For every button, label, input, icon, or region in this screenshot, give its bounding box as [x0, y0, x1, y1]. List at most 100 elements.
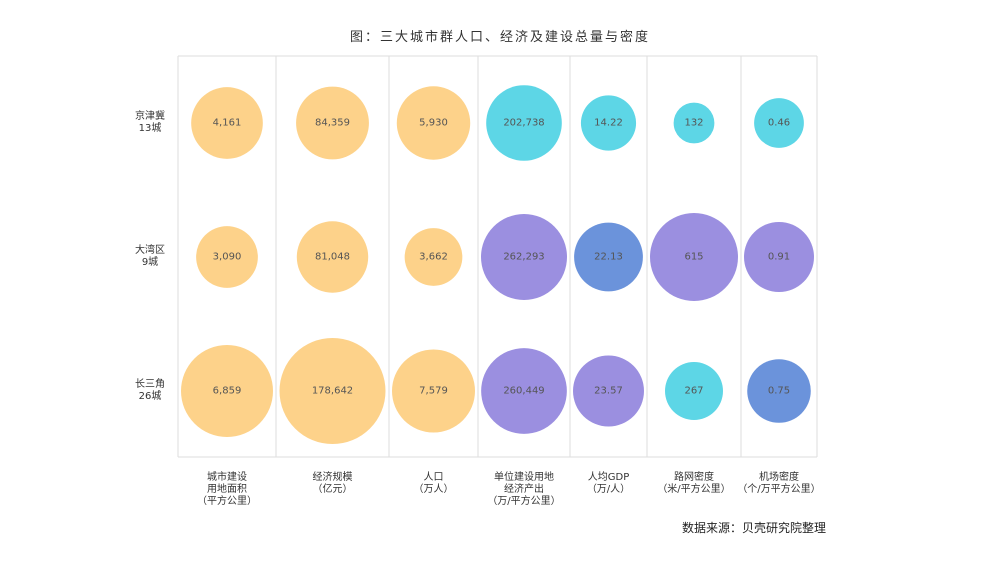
row-label-0: 京津冀 13城	[120, 111, 180, 135]
bubble-circle	[747, 359, 811, 423]
bubble-value-label: 178,642	[312, 386, 353, 397]
bubble-circle	[404, 228, 463, 286]
bubble-value-label: 0.75	[768, 386, 790, 397]
bubble-circle	[296, 221, 369, 293]
bubble-circle	[573, 355, 644, 427]
row-label-name: 大湾区	[135, 245, 165, 256]
bubble-circle	[754, 98, 804, 148]
bubble-r1-c5: 615	[650, 213, 738, 301]
bubble-r2-c6: 0.75	[747, 359, 811, 423]
bubble-r0-c6: 0.46	[754, 98, 804, 148]
column-label-line: 人口	[423, 472, 444, 483]
bubble-r1-c6: 0.91	[744, 222, 814, 292]
column-label-line: 人均GDP	[587, 472, 630, 483]
column-label-3: 单位建设用地 经济产出 （万/平方公里）	[469, 472, 579, 508]
bubble-circle	[650, 213, 738, 301]
row-label-name: 京津冀	[135, 111, 165, 122]
column-label-line: 用地面积	[207, 484, 247, 495]
bubble-value-label: 267	[684, 386, 703, 397]
chart-title: 图：三大城市群人口、经济及建设总量与密度	[349, 30, 650, 45]
column-label-line: 城市建设	[207, 472, 247, 483]
column-label-line: （万/人）	[586, 484, 631, 495]
bubble-value-label: 202,738	[503, 118, 544, 129]
bubble-r0-c1: 84,359	[296, 86, 369, 160]
row-label-1: 大湾区 9城	[120, 245, 180, 269]
bubble-value-label: 5,930	[419, 118, 448, 129]
bubble-r2-c3: 260,449	[481, 348, 567, 434]
bubble-circle	[574, 222, 643, 292]
bubble-r2-c2: 7,579	[392, 349, 475, 433]
column-label-line: 经济规模	[312, 472, 353, 483]
bubble-circle	[396, 86, 471, 160]
column-label-line: （万人）	[413, 484, 454, 495]
column-label-5: 路网密度 （米/平方公里）	[639, 472, 749, 496]
row-label-count: 26城	[138, 391, 162, 402]
bubble-circle	[296, 86, 369, 160]
bubble-value-label: 3,090	[213, 252, 242, 263]
row-label-count: 9城	[141, 257, 159, 268]
bubble-value-label: 22.13	[594, 252, 623, 263]
bubble-circle	[481, 348, 567, 434]
column-label-line: （万/平方公里）	[487, 496, 561, 507]
bubble-circle	[673, 102, 715, 144]
column-label-line: （亿元）	[312, 484, 353, 495]
bubble-r1-c3: 262,293	[481, 214, 567, 300]
bubble-r2-c4: 23.57	[573, 355, 644, 427]
bubble-r1-c0: 3,090	[196, 226, 258, 288]
bubble-circle	[665, 362, 723, 420]
bubble-value-label: 3,662	[419, 252, 448, 263]
bubble-r0-c3: 202,738	[486, 85, 562, 161]
bubble-value-label: 4,161	[213, 118, 242, 129]
bubble-r0-c4: 14.22	[580, 95, 637, 151]
bubble-circle	[486, 85, 562, 161]
bubble-value-label: 132	[684, 118, 703, 129]
column-label-6: 机场密度 （个/万平方公里）	[724, 472, 834, 496]
bubble-r0-c2: 5,930	[396, 86, 471, 160]
bubble-circle	[580, 95, 637, 151]
column-label-1: 经济规模 （亿元）	[278, 472, 388, 496]
column-label-line: （平方公里）	[197, 496, 257, 507]
bubble-r0-c0: 4,161	[191, 87, 263, 159]
column-label-4: 人均GDP （万/人）	[554, 472, 664, 496]
bubble-value-label: 14.22	[594, 118, 623, 129]
bubble-value-label: 7,579	[419, 386, 448, 397]
bubble-r2-c1: 178,642	[279, 338, 386, 444]
row-label-2: 长三角 26城	[120, 379, 180, 403]
column-label-line: 机场密度	[759, 472, 799, 483]
column-label-line: （个/万平方公里）	[737, 484, 821, 495]
bubble-circle	[481, 214, 567, 300]
bubble-r1-c1: 81,048	[296, 221, 369, 293]
bubble-circle	[191, 87, 263, 159]
bubble-value-label: 260,449	[503, 386, 544, 397]
bubble-r2-c0: 6,859	[181, 345, 273, 437]
bubble-r1-c2: 3,662	[404, 228, 463, 286]
bubble-value-label: 262,293	[503, 252, 544, 263]
bubble-value-label: 6,859	[213, 386, 242, 397]
bubble-circle	[196, 226, 258, 288]
column-label-2: 人口 （万人）	[379, 472, 489, 496]
bubble-value-label: 81,048	[315, 252, 350, 263]
row-label-count: 13城	[138, 123, 162, 134]
bubble-circle	[744, 222, 814, 292]
column-label-0: 城市建设 用地面积 （平方公里）	[172, 472, 282, 508]
bubble-circle	[181, 345, 273, 437]
column-label-line: 单位建设用地	[494, 472, 554, 483]
bubble-r2-c5: 267	[665, 362, 723, 420]
grid-layer	[177, 55, 818, 458]
column-label-line: （米/平方公里）	[657, 484, 731, 495]
bubble-r1-c4: 22.13	[574, 222, 643, 292]
bubble-circle	[279, 338, 386, 444]
bubble-value-label: 0.46	[768, 118, 790, 129]
bubble-circle	[392, 349, 475, 433]
column-label-line: 经济产出	[504, 484, 544, 495]
source-note: 数据来源：贝壳研究院整理	[681, 521, 826, 535]
bubble-layer: 4,161 84,359 5,930 202,738 14.22 132 0.46 3,090…	[181, 85, 814, 444]
bubble-value-label: 0.91	[768, 252, 790, 263]
bubble-r0-c5: 132	[673, 102, 715, 144]
row-label-name: 长三角	[135, 379, 165, 390]
column-label-line: 路网密度	[674, 472, 714, 483]
bubble-value-label: 615	[684, 252, 703, 263]
bubble-value-label: 84,359	[315, 118, 350, 129]
bubble-value-label: 23.57	[594, 386, 623, 397]
